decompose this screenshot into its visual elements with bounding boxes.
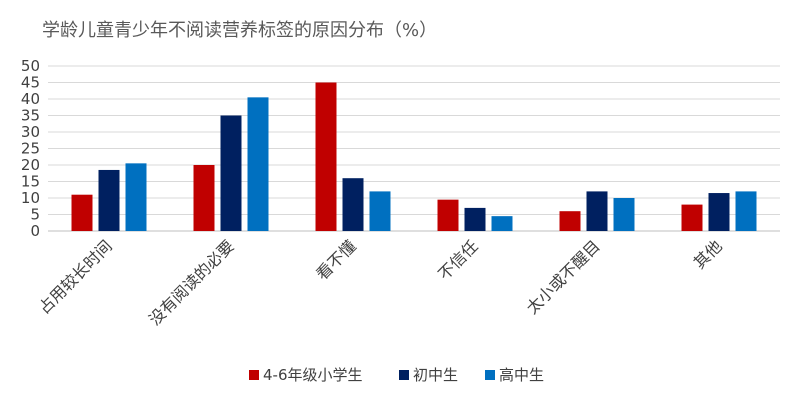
y-tick-label: 25 <box>21 140 40 158</box>
bar <box>369 191 391 231</box>
bar <box>437 199 459 231</box>
legend-label: 高中生 <box>499 366 544 384</box>
bar <box>681 204 703 231</box>
category-label: 看不懂 <box>312 236 359 283</box>
y-tick-label: 5 <box>30 206 40 224</box>
bar <box>247 97 269 231</box>
legend-label: 初中生 <box>413 366 458 384</box>
category-label: 占用较长时间 <box>35 236 116 317</box>
legend-swatch <box>485 370 495 380</box>
bar <box>464 207 486 231</box>
y-tick-label: 40 <box>21 90 40 108</box>
y-tick-label: 15 <box>21 173 40 191</box>
chart-title: 学龄儿童青少年不阅读营养标签的原因分布（%） <box>42 20 438 41</box>
legend-swatch <box>399 370 409 380</box>
category-label: 其他 <box>690 236 726 272</box>
legend-label: 4-6年级小学生 <box>263 366 363 384</box>
bar <box>613 198 635 231</box>
bar <box>193 165 215 231</box>
y-tick-label: 10 <box>21 189 40 207</box>
y-tick-label: 35 <box>21 107 40 125</box>
y-tick-label: 45 <box>21 74 40 92</box>
bar <box>586 191 608 231</box>
category-label: 不信任 <box>434 236 481 283</box>
y-tick-label: 0 <box>30 222 40 240</box>
bar <box>315 82 337 231</box>
category-label: 太小或不醒目 <box>523 236 604 317</box>
y-tick-label: 20 <box>21 156 40 174</box>
bar <box>559 211 581 231</box>
y-tick-label: 50 <box>21 57 40 75</box>
category-label: 没有阅读的必要 <box>145 236 238 329</box>
y-tick-label: 30 <box>21 123 40 141</box>
bar <box>491 216 513 231</box>
bar <box>735 191 757 231</box>
bar <box>125 163 147 231</box>
bar <box>98 169 120 231</box>
bar <box>708 193 730 231</box>
bar <box>71 194 93 231</box>
bar <box>220 115 242 231</box>
legend-swatch <box>249 370 259 380</box>
bar <box>342 178 364 231</box>
